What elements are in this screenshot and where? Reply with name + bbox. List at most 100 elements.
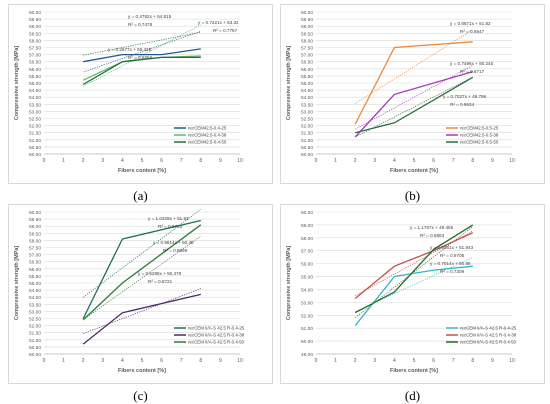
y-tick-label: 50.00 (29, 352, 41, 358)
x-tick-label: 2 (82, 358, 85, 364)
x-axis-label: Fibers content [%] (390, 368, 438, 374)
legend-entry: recCEM42.5-0.4-25 (188, 126, 227, 131)
y-tick-label: 51.00 (29, 138, 41, 144)
y-tick-label: 53.00 (301, 109, 313, 115)
y-tick-label: 50.00 (29, 152, 41, 158)
x-tick-label: 1 (62, 158, 65, 164)
y-tick-label: 59.00 (301, 24, 313, 30)
x-tick-label: 9 (219, 358, 222, 364)
trendline-equation: y = 0.7027x + 49.796 (443, 94, 487, 99)
y-tick-label: 54.00 (29, 95, 41, 101)
y-tick-label: 52.00 (29, 124, 41, 130)
trendline-r2: R² = 0.9853 (420, 233, 445, 238)
trendline-r2: R² = 0.8717 (460, 69, 485, 74)
y-tick-label: 54.50 (301, 88, 313, 94)
y-tick-label: 54.50 (29, 288, 41, 294)
y-tick-label: 60.00 (301, 10, 313, 16)
y-tick-label: 51.50 (29, 331, 41, 337)
series-line (354, 224, 474, 314)
y-tick-label: 58.00 (301, 38, 313, 44)
y-axis-label: Compressive strength [MPa] (286, 246, 292, 321)
legend-entry: recCEM42.5-0.4-38 (188, 133, 227, 138)
y-tick-label: 51.50 (301, 131, 313, 137)
trendline-equation: y = 0.9814x + 50.45 (153, 240, 194, 245)
trendline (82, 208, 202, 298)
x-tick-label: 5 (141, 158, 144, 164)
y-tick-label: 54.00 (301, 95, 313, 101)
x-axis-label: Fibers content [%] (390, 168, 438, 174)
y-tick-label: 58.00 (29, 38, 41, 44)
x-tick-label: 5 (413, 158, 416, 164)
y-tick-label: 58.00 (301, 236, 313, 242)
y-tick-label: 59.00 (301, 223, 313, 229)
x-tick-label: 2 (354, 358, 357, 364)
trendline (355, 230, 473, 297)
series-line (82, 293, 201, 345)
y-axis-label: Compressive strength [MPa] (14, 46, 20, 121)
series-line (82, 219, 201, 319)
x-tick-label: 0 (315, 358, 318, 364)
y-tick-label: 56.00 (29, 67, 41, 73)
y-tick-label: 56.00 (29, 267, 41, 273)
y-tick-label: 52.50 (29, 317, 41, 323)
y-tick-label: 52.00 (301, 313, 313, 319)
x-tick-label: 5 (413, 358, 416, 364)
legend-entry: recCEM II/A-S 42.5 R-0.4-50 (460, 340, 517, 345)
y-tick-label: 58.50 (29, 231, 41, 237)
y-tick-label: 60.00 (29, 10, 41, 16)
x-tick-label: 6 (432, 358, 435, 364)
trendline-r2: R² = 0.9706 (440, 253, 465, 258)
y-tick-label: 52.50 (301, 117, 313, 123)
y-tick-label: 60.00 (301, 210, 313, 216)
series-line (354, 232, 474, 300)
y-tick-label: 51.00 (301, 138, 313, 144)
x-tick-label: 3 (373, 358, 376, 364)
x-tick-label: 8 (471, 358, 474, 364)
caption-a: (a) (133, 188, 148, 203)
x-tick-label: 4 (393, 358, 396, 364)
x-tick-label: 3 (373, 158, 376, 164)
y-tick-label: 51.00 (29, 338, 41, 344)
series-line (83, 48, 201, 63)
trendline (355, 76, 473, 138)
y-tick-label: 50.00 (301, 152, 313, 158)
chart-d-svg: 49.00 50.00 51.00 52.00 53.00 54.00 55.00 56.00… (286, 210, 517, 374)
y-tick-label: 53.00 (29, 109, 41, 115)
series-line (354, 70, 473, 138)
trendline-r2: R² = 0.7309 (440, 269, 465, 274)
trendline-r2: R² = 0.6547 (460, 29, 485, 34)
y-axis-label: Compressive strength [MPa] (286, 46, 292, 121)
x-tick-label: 3 (101, 358, 104, 364)
trendline (83, 288, 201, 334)
y-tick-label: 51.00 (301, 326, 313, 332)
trendline-r2: R² = 0.8721 (148, 279, 173, 284)
y-tick-label: 53.00 (29, 309, 41, 315)
y-tick-label: 51.50 (29, 131, 41, 137)
trendline (355, 65, 473, 130)
x-tick-label: 7 (180, 158, 183, 164)
y-tick-label: 55.50 (29, 74, 41, 80)
legend-entry: recCEM42.5-0.5-50 (460, 140, 499, 145)
x-tick-label: 1 (334, 358, 337, 364)
caption-c: (c) (133, 388, 148, 403)
trendline-equation: y = 1.1767x + 49.465 (410, 225, 454, 230)
y-tick-label: 52.00 (29, 324, 41, 330)
trendline-r2: R² = 0.6856 (128, 55, 153, 60)
y-tick-label: 53.50 (301, 102, 313, 108)
caption-b: (b) (404, 188, 421, 203)
y-tick-label: 57.00 (301, 249, 313, 255)
y-tick-label: 52.00 (301, 124, 313, 130)
series-line (82, 56, 201, 85)
x-tick-label: 4 (121, 358, 124, 364)
x-tick-label: 9 (219, 158, 222, 164)
y-tick-label: 55.50 (29, 274, 41, 280)
x-tick-label: 0 (43, 358, 46, 364)
legend-entry: recCEM II/A-S 42.5 R-0.4-38 (188, 333, 245, 338)
trendline-equation: y = 0.7496x + 50.245 (450, 61, 494, 66)
y-tick-label: 57.00 (301, 53, 313, 59)
trendline-equation: y = 0.8361x + 51.843 (430, 245, 474, 250)
y-tick-label: 55.00 (29, 81, 41, 87)
y-tick-label: 50.50 (301, 145, 313, 151)
y-tick-label: 59.00 (29, 24, 41, 30)
